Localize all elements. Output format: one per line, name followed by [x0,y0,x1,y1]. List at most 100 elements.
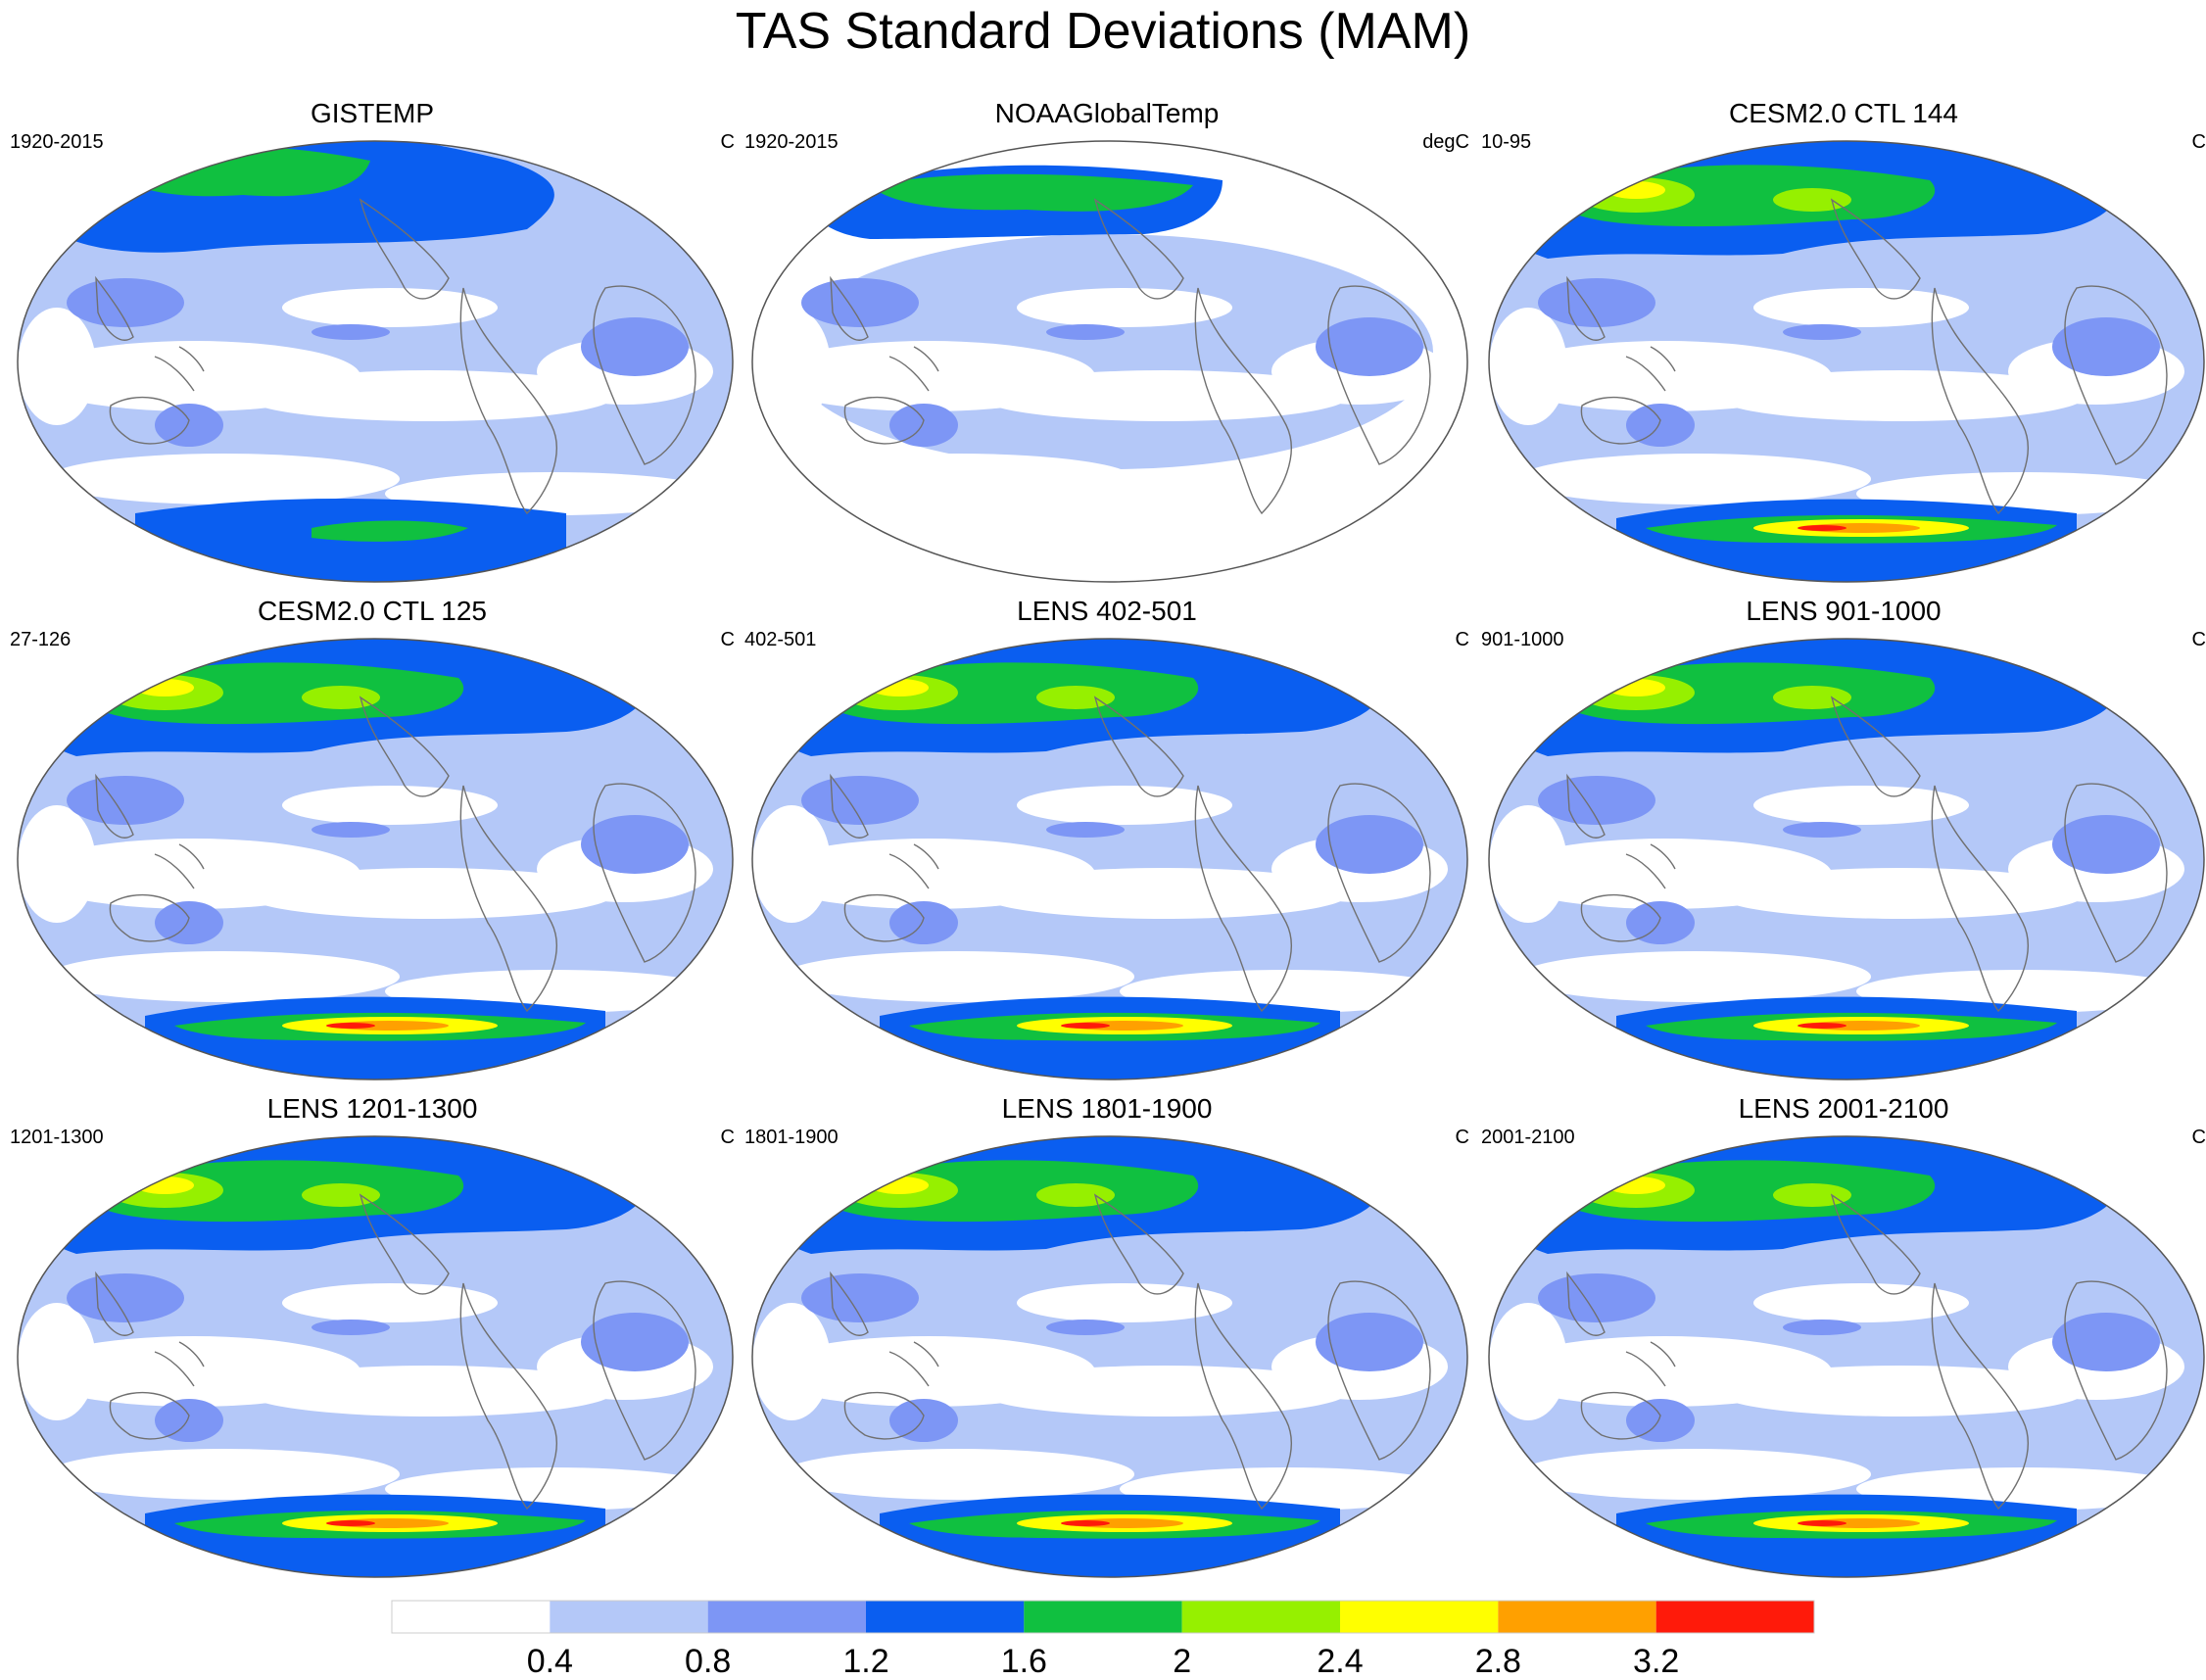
map-panel: CESM2.0 CTL 125 27-126 C [10,596,735,1080]
map-panel: NOAAGlobalTemp 1920-2015 degC [744,98,1469,583]
map-border [17,638,734,1080]
arctic-orange [121,677,149,689]
mid-patch [2052,1313,2160,1371]
coastline [95,1271,134,1336]
pacific-patch [312,822,390,838]
coastline [830,275,869,341]
africa-region [1489,308,1567,425]
africa-region [752,805,831,923]
subtropical-band [1753,786,1969,825]
map-container [1487,1134,2206,1584]
antarctic-red [1798,1520,1846,1526]
coastline [109,396,190,445]
australia-patch [155,404,223,447]
africa-region [18,308,96,425]
arctic-orange [856,1175,884,1186]
colorbar-frame [391,1600,1815,1634]
arctic-green [1548,165,1936,227]
colorbar-box [1498,1601,1656,1633]
coastline [109,893,190,942]
coastline [1566,1271,1606,1336]
arctic-lime [1773,1183,1851,1207]
coastline [843,396,925,445]
coastline [1931,287,2029,515]
map-container [750,637,1469,1086]
coastline [154,346,205,392]
coastline [1931,1282,2029,1511]
antarctic-red [1798,525,1846,531]
coastline [1580,893,1661,942]
arctic-lime [1036,686,1115,709]
coastline [1625,843,1676,889]
world-map [1488,1135,2205,1578]
coastline [1931,785,2029,1013]
panel-units: C [1455,1127,1469,1148]
panel-title: NOAAGlobalTemp [994,98,1220,128]
arctic-green [76,662,464,725]
coastline [95,773,134,839]
subtropical-band [282,1283,498,1322]
pacific-patch [312,1320,390,1335]
africa-region [18,1303,96,1420]
arctic-orange [1593,677,1620,689]
coastline [1093,1193,1184,1295]
mid-patch [1316,1313,1423,1371]
coastline [359,198,450,300]
asia-patch [801,1273,919,1322]
asia-patch [67,1273,184,1322]
panel-units: C [720,131,735,153]
asia-patch [67,776,184,825]
coastline [1327,285,1431,465]
colorbar-box [1655,1601,1814,1633]
pacific-patch [1046,324,1125,340]
coastline [1625,346,1676,392]
map-panel: LENS 1201-1300 1201-1300 C [10,1093,735,1578]
mid-patch [1316,815,1423,874]
asia-patch [67,278,184,327]
panel-range: 1920-2015 [744,131,839,153]
asia-patch [1538,1273,1655,1322]
coastline [1327,1280,1431,1461]
map-container [16,1134,735,1584]
panel-units: C [1455,629,1469,650]
panel-title: CESM2.0 CTL 144 [1729,98,1958,128]
subtropical-band [282,288,498,327]
panel-units: C [2191,1127,2206,1148]
figure-title: TAS Standard Deviations (MAM) [735,3,1471,60]
asia-patch [1538,776,1655,825]
coastline [1830,198,1921,300]
mid-patch [581,1313,689,1371]
arctic-orange [1593,179,1620,191]
colorbar-label: 0.8 [685,1643,731,1680]
coastline [109,1391,190,1440]
coastline [1580,1391,1661,1440]
arctic-lime [302,1183,380,1207]
antarctic-red [326,1520,375,1526]
map-panel: LENS 402-501 402-501 C [744,596,1469,1080]
panel-units: C [2191,131,2206,153]
asia-patch [801,776,919,825]
colorbar-label: 1.2 [842,1643,888,1680]
map-container [1487,139,2206,589]
panel-title: LENS 402-501 [1017,596,1197,626]
asia-patch [1538,278,1655,327]
panel-range: 27-126 [10,629,72,650]
antarctic-red [1798,1023,1846,1029]
map-border [17,140,734,583]
colorbar-label: 3.2 [1633,1643,1679,1680]
southern-band [47,1449,400,1500]
southern-band [1518,454,1871,504]
coastline [593,1280,696,1461]
arctic-lime [1773,188,1851,212]
world-map [1488,638,2205,1080]
coastline [459,287,557,515]
map-container [16,139,735,589]
arctic-orange [1593,1175,1620,1186]
arctic-lime [1036,1183,1115,1207]
coastline [830,1271,869,1336]
map-border [1488,140,2205,583]
coastline [1830,696,1921,797]
coastline [888,346,939,392]
coastline [1194,287,1292,515]
panel-units: C [720,1127,735,1148]
